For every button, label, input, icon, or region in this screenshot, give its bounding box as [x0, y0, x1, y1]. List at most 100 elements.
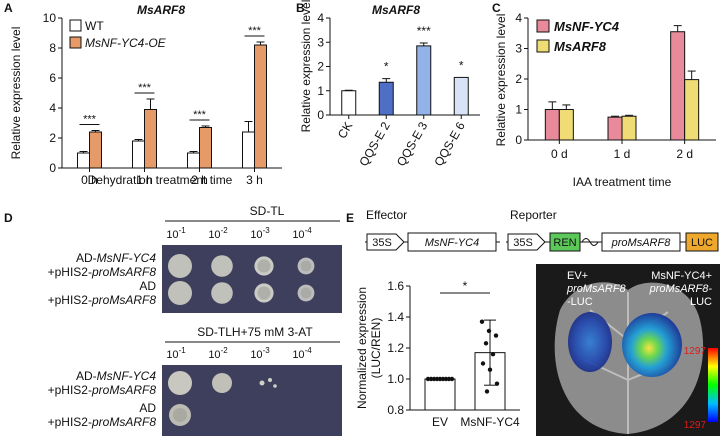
a-bar-wt: [242, 131, 255, 169]
c-y-tick-label: 2: [515, 72, 522, 86]
c-y-tick-label: 0: [515, 133, 522, 147]
scale-top-label: 1297: [684, 346, 707, 357]
e-y-tick-label: 0.8: [387, 403, 404, 417]
c-y-tick-label: 3: [515, 42, 522, 56]
a-y-tick-label: 0: [49, 161, 56, 175]
c-y-label: Relative expression level: [494, 14, 508, 147]
a-bar-wt: [187, 152, 200, 169]
panel-a-label: A: [4, 1, 13, 15]
b-title: MsARF8: [372, 3, 420, 17]
ren-box: [549, 232, 581, 252]
a-legend-swatch: [69, 19, 82, 32]
plate1-dilution-labels: 10-1 10-2 10-3 10-4: [166, 226, 312, 241]
dilution-label: 10-1: [166, 226, 186, 241]
reporter-promoter-text: 35S: [513, 237, 533, 249]
dilution-label: 10-2: [208, 346, 228, 361]
c-bar-msnfyc4: [607, 116, 623, 141]
row-label-line2: +pHIS2-proMsARF8: [48, 293, 157, 307]
c-legend-label: MsARF8: [554, 39, 607, 54]
row-label-line1: AD-MsNF-YC4: [76, 369, 156, 383]
colony-spot: [168, 371, 192, 395]
e-y-tick-label: 1.6: [387, 279, 404, 293]
row-label-line2: +pHIS2-proMsARF8: [48, 383, 157, 397]
panel-d-label: D: [4, 211, 13, 225]
a-y-tick-label: 10: [43, 11, 57, 25]
e-data-point: [449, 376, 455, 382]
a-legend-label: WT: [85, 19, 104, 33]
panel-e: E Effector Reporter 35S MsNF-YC4 35S REN…: [346, 208, 720, 436]
luc-text: LUC: [691, 237, 713, 249]
scale-bottom-label: 1297: [684, 420, 707, 431]
colony-texture: [173, 408, 187, 422]
a-title: MsARF8: [137, 3, 185, 17]
a-y-tick-label: 6: [49, 71, 56, 85]
b-sig-label: ***: [417, 24, 431, 38]
colony-spot: [212, 373, 232, 393]
a-sig-label: ***: [193, 109, 207, 121]
b-y-tick-label: 2: [317, 60, 324, 74]
plate1-title: SD-TL: [250, 204, 285, 218]
plate2-title: SD-TLH+75 mM 3-AT: [197, 325, 313, 339]
colony-texture: [300, 260, 312, 272]
leaf-right-line2: proMsARF8-: [649, 283, 713, 295]
leaf-spot-msnfyc4: [622, 313, 682, 377]
dilution-label: 10-3: [250, 346, 270, 361]
e-data-point: [480, 361, 486, 366]
reporter-label: Reporter: [510, 208, 557, 222]
a-bar-oe: [89, 131, 102, 169]
c-bar-msarf8: [684, 79, 700, 141]
c-bar-msarf8: [558, 109, 574, 141]
colony-spot: [168, 281, 192, 305]
plate2-image: [162, 365, 342, 436]
panel-c: C 0 1 2 3 4 Relative expression level IAA trea…: [492, 1, 716, 189]
e-data-point: [490, 352, 496, 357]
panel-d: D SD-TL 10-1 10-2 10-3 10-4 SD-TLH+75 mM 3-…: [4, 204, 342, 436]
b-y-tick-label: 1: [317, 84, 324, 98]
plate1-colonies: [168, 254, 315, 305]
panel-d-row-labels: AD-MsNF-YC4+pHIS2-proMsARF8AD+pHIS2-proM…: [48, 251, 157, 429]
e-data-point: [483, 341, 489, 346]
b-y-tick-label: 4: [317, 11, 324, 25]
panel-a-chart: 0 2 4 6 8 10 MsARF8 Relative expression level De…: [9, 3, 282, 187]
e-bar: [424, 378, 456, 411]
a-bar-wt: [132, 140, 145, 169]
effector-gene-text: MsNF-YC4: [425, 237, 479, 249]
luc-box: [685, 232, 719, 252]
b-bar: [453, 76, 469, 116]
b-x-tick-label: QQS-E 2: [356, 119, 393, 168]
dilution-label: 10-4: [292, 346, 312, 361]
b-y-tick-label: 0: [317, 108, 324, 122]
e-y-label-line2: (LUC/REN): [369, 318, 383, 379]
leaf-right-line3: LUC: [690, 296, 712, 308]
reporter-gene-text: proMsARF8: [611, 237, 672, 249]
c-bar-msnfyc4: [670, 31, 686, 141]
a-bar-oe: [144, 109, 157, 169]
a-x-tick-label: 2 h: [191, 173, 208, 187]
colony-texture: [300, 287, 312, 299]
leaf-left-line3: -LUC: [567, 296, 593, 308]
colony-spot: [273, 384, 277, 388]
a-sig-label: ***: [248, 25, 262, 37]
c-y-tick-label: 1: [515, 103, 522, 117]
linker-squiggle: [581, 238, 599, 246]
reporter-promoter-arrow: [507, 233, 546, 251]
panel-b-label: B: [296, 1, 305, 15]
b-sig-label: *: [384, 60, 389, 74]
c-legend-label: MsNF-YC4: [554, 19, 620, 34]
row-label-line1: AD-MsNF-YC4: [76, 251, 156, 265]
colony-spot: [168, 254, 192, 278]
c-x-tick-label: 2 d: [676, 147, 693, 161]
row-label-line2: +pHIS2-proMsARF8: [48, 265, 157, 279]
a-x-tick-label: 3 h: [246, 173, 263, 187]
b-bar: [416, 45, 432, 116]
panel-a: A 0 2 4 6 8 10 MsARF8 Relative expression level…: [4, 1, 282, 187]
a-x-tick-label: 0 h: [81, 173, 98, 187]
dilution-label: 10-2: [208, 226, 228, 241]
a-y-tick-label: 2: [49, 131, 56, 145]
leaf-spot-ev: [568, 312, 612, 372]
e-x-tick-label: EV: [432, 415, 448, 429]
plate2-colonies: [168, 371, 277, 426]
c-x-tick-label: 0 d: [551, 147, 568, 161]
a-sig-label: ***: [138, 82, 152, 94]
